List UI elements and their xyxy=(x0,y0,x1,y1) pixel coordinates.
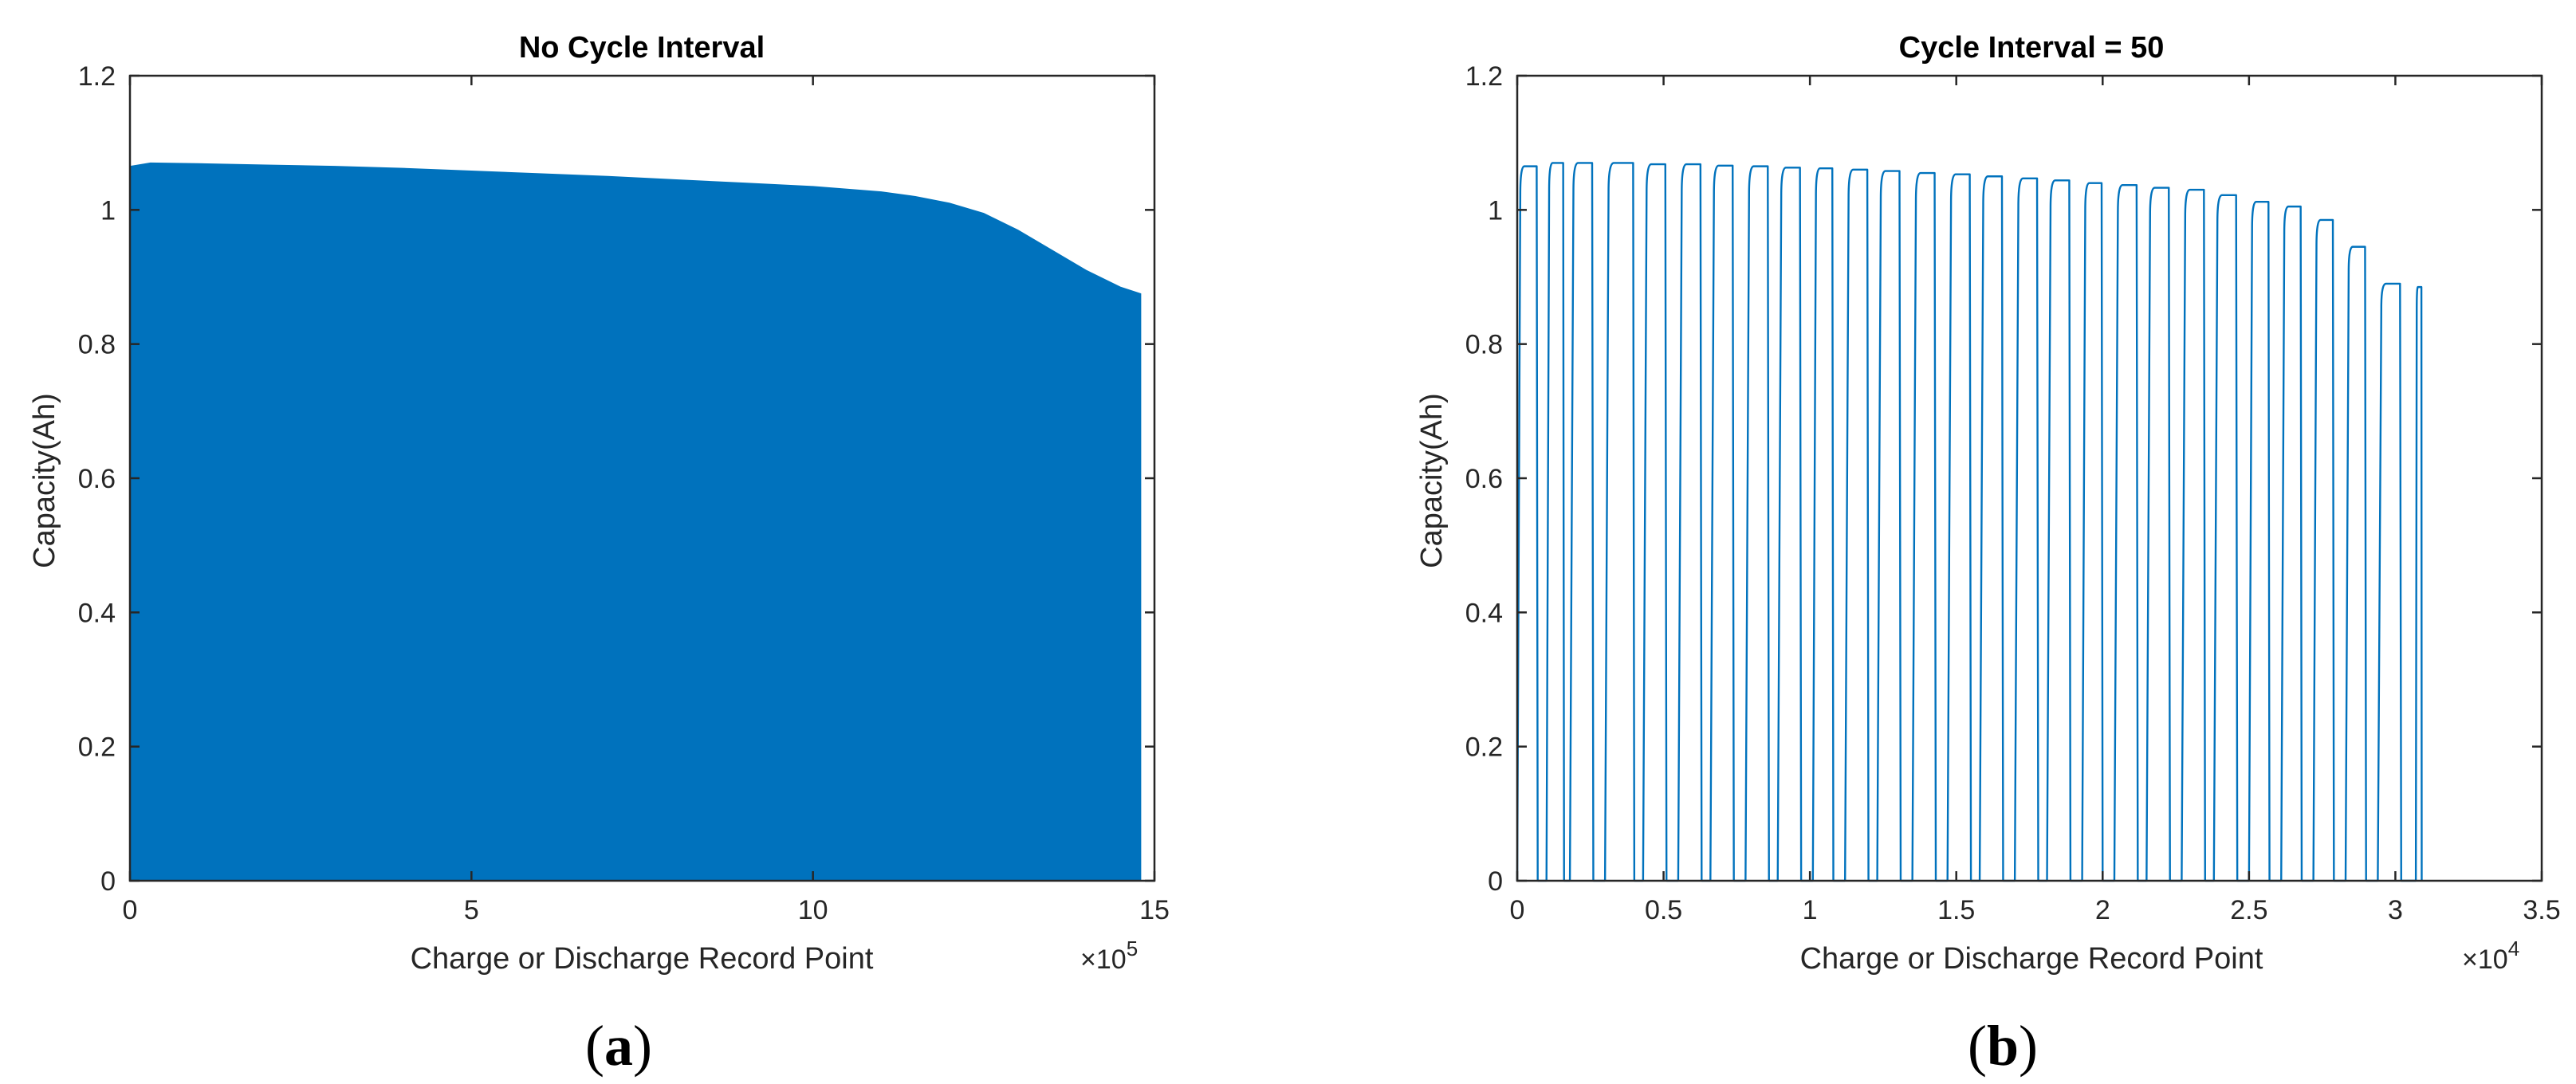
chart-b-x-axis-label: Charge or Discharge Record Point xyxy=(1800,942,2263,976)
chart-b-cycle-pulse-2 xyxy=(1545,162,1565,882)
chart-b-x-tick-label: 1.5 xyxy=(1937,895,1975,925)
chart-b-cycle-pulse-14 xyxy=(1946,173,1972,882)
chart-b-title: Cycle Interval = 50 xyxy=(1899,31,2165,65)
chart-b-x-tick-label: 0 xyxy=(1510,895,1525,925)
chart-b-cycle-pulse-18 xyxy=(2081,182,2104,882)
chart-a-y-tick-label: 0.8 xyxy=(78,330,116,360)
chart-b-cycle-pulse-20 xyxy=(2145,187,2171,882)
panel-label-b: (b) xyxy=(1968,1014,2038,1078)
chart-a-x-tick-label: 10 xyxy=(798,895,828,925)
chart-b-cycle-pulse-17 xyxy=(2046,179,2072,882)
chart-b-cycle-pulse-10 xyxy=(1811,167,1835,882)
chart-b-cycle-pulse-12 xyxy=(1876,170,1902,882)
chart-b-cycle-pulse-3 xyxy=(1568,162,1595,882)
chart-b-y-axis-label: Capacity(Ah) xyxy=(1415,393,1449,568)
chart-b-plot-area xyxy=(1516,162,2423,882)
chart-b-y-tick-label: 0.6 xyxy=(1465,464,1503,494)
chart-a-y-tick-label: 1 xyxy=(100,195,116,226)
chart-a-y-tick-label: 1.2 xyxy=(78,61,116,92)
chart-b-x-tick-label: 1 xyxy=(1803,895,1818,925)
chart-a-no-cycle-interval: 0 5 10 15 0 0.2 0.4 0.6 0.8 1 1.2 No Cycle Interva… xyxy=(28,31,1170,1078)
chart-b-axes: 0 0.5 1 1.5 2 2.5 3 3.5 0 0.2 0.4 0.6 0.8 1 1.2 xyxy=(1465,61,2561,925)
chart-b-x-tick-label: 0.5 xyxy=(1645,895,1682,925)
chart-b-cycle-pulse-6 xyxy=(1677,163,1703,882)
chart-b-cycle-pulse-7 xyxy=(1709,164,1735,882)
chart-b-x-tick-label: 2.5 xyxy=(2230,895,2267,925)
chart-a-title: No Cycle Interval xyxy=(519,31,765,65)
chart-a-capacity-area xyxy=(129,162,1142,882)
chart-b-y-tick-label: 0.4 xyxy=(1465,598,1503,628)
chart-b-cycle-pulse-11 xyxy=(1844,168,1870,882)
chart-b-cycle-pulse-9 xyxy=(1776,167,1803,882)
chart-b-x-tick-label: 3.5 xyxy=(2523,895,2560,925)
chart-a-y-tick-label: 0 xyxy=(100,866,116,897)
chart-b-cycle-pulse-22 xyxy=(2212,194,2239,882)
chart-a-x-tick-label: 15 xyxy=(1139,895,1170,925)
chart-a-y-axis-label: Capacity(Ah) xyxy=(28,393,61,568)
chart-b-axes-box xyxy=(1516,74,2543,882)
chart-b-cycle-interval-50: 0 0.5 1 1.5 2 2.5 3 3.5 0 0.2 0.4 0.6 0.8 1 1.2 Cycle … xyxy=(1415,31,2561,1078)
chart-b-cycle-pulse-5 xyxy=(1642,163,1668,882)
chart-b-cycle-pulse-19 xyxy=(2113,183,2139,882)
chart-b-cycle-pulse-16 xyxy=(2013,177,2039,882)
panel-label-a: (a) xyxy=(585,1014,652,1078)
chart-b-x-tick-label: 3 xyxy=(2388,895,2403,925)
chart-a-x-axis-label: Charge or Discharge Record Point xyxy=(411,942,874,976)
chart-b-x-exponent: ×104 xyxy=(2462,937,2519,975)
chart-b-cycle-pulse-21 xyxy=(2181,188,2206,882)
chart-b-cycle-pulse-23 xyxy=(2248,201,2271,882)
chart-b-y-tick-label: 0.2 xyxy=(1465,732,1503,763)
chart-b-cycle-pulse-4 xyxy=(1603,162,1636,882)
chart-b-cycle-pulse-26 xyxy=(2344,245,2367,882)
chart-a-plot-area xyxy=(129,162,1142,882)
chart-a-y-tick-label: 0.4 xyxy=(78,598,116,628)
chart-b-cycle-pulse-13 xyxy=(1911,171,1937,882)
chart-b-x-tick-label: 2 xyxy=(2095,895,2110,925)
chart-b-y-tick-label: 1 xyxy=(1488,195,1503,226)
chart-a-x-tick-label: 0 xyxy=(123,895,138,925)
chart-a-y-tick-label: 0.2 xyxy=(78,732,116,763)
chart-b-cycle-pulse-15 xyxy=(1978,175,2004,882)
chart-a-x-exponent: ×105 xyxy=(1080,937,1138,975)
chart-b-cycle-pulse-25 xyxy=(2312,218,2335,882)
chart-b-y-tick-label: 0.8 xyxy=(1465,330,1503,360)
chart-b-cycle-pulse-28 xyxy=(2414,285,2423,882)
chart-b-y-tick-label: 1.2 xyxy=(1465,61,1503,92)
chart-b-cycle-pulse-24 xyxy=(2280,205,2303,882)
chart-b-cycle-pulse-8 xyxy=(1744,165,1770,882)
chart-b-cycle-pulse-27 xyxy=(2377,282,2402,882)
chart-a-x-tick-label: 5 xyxy=(464,895,479,925)
chart-a-axes: 0 5 10 15 0 0.2 0.4 0.6 0.8 1 1.2 xyxy=(78,61,1170,925)
chart-b-y-tick-label: 0 xyxy=(1488,866,1503,897)
chart-a-y-tick-label: 0.6 xyxy=(78,464,116,494)
chart-b-cycle-pulse-1 xyxy=(1516,165,1539,882)
